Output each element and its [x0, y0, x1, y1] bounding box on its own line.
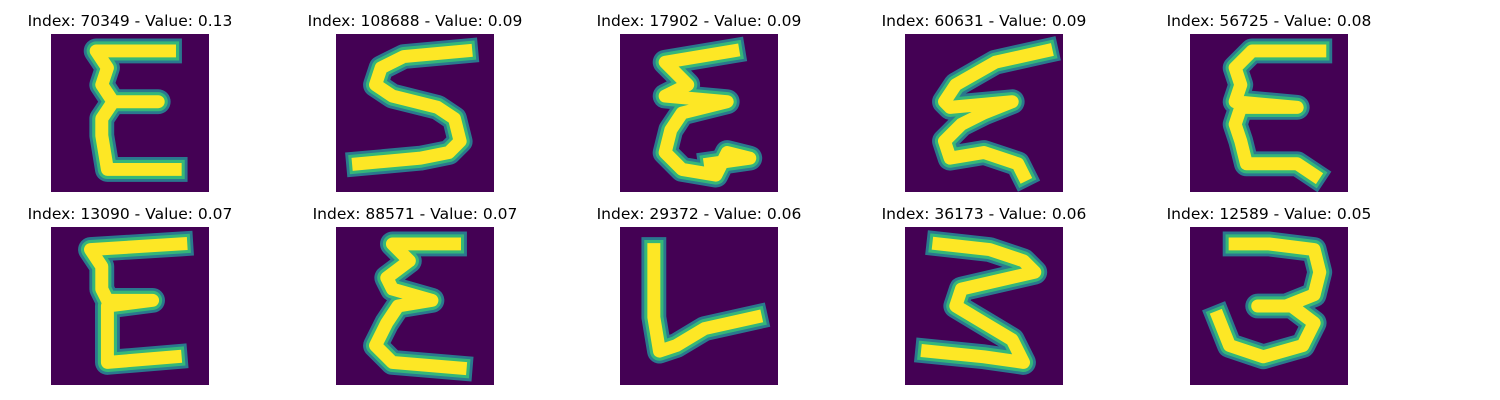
stroke-core	[369, 237, 468, 376]
glyph-image	[905, 34, 1063, 192]
stroke-core	[920, 236, 1042, 369]
stroke-core	[1228, 44, 1327, 185]
stroke-core	[1209, 237, 1327, 364]
glyph-image	[1190, 34, 1348, 192]
image-panel: Index: 17902 - Value: 0.09	[569, 10, 829, 200]
glyph-image	[336, 227, 494, 385]
glyph-image	[51, 227, 209, 385]
panel-title: Index: 60631 - Value: 0.09	[881, 12, 1087, 30]
panel-title: Index: 70349 - Value: 0.13	[27, 12, 233, 30]
stroke-core	[647, 243, 764, 358]
stroke-core	[658, 43, 757, 182]
stroke-core	[938, 43, 1054, 184]
stroke-core	[84, 237, 188, 369]
image-panel: Index: 36173 - Value: 0.06	[854, 203, 1114, 393]
image-panel: Index: 88571 - Value: 0.07	[285, 203, 545, 393]
panel-title: Index: 88571 - Value: 0.07	[312, 205, 518, 223]
glyph-image	[1190, 227, 1348, 385]
glyph-image	[51, 34, 209, 192]
panel-title: Index: 108688 - Value: 0.09	[307, 12, 523, 30]
glyph-image	[620, 34, 778, 192]
panel-title: Index: 13090 - Value: 0.07	[27, 205, 233, 223]
image-panel: Index: 13090 - Value: 0.07	[0, 203, 260, 393]
panel-title: Index: 12589 - Value: 0.05	[1166, 205, 1372, 223]
panel-title: Index: 17902 - Value: 0.09	[596, 12, 802, 30]
image-panel: Index: 60631 - Value: 0.09	[854, 10, 1114, 200]
image-panel: Index: 70349 - Value: 0.13	[0, 10, 260, 200]
glyph-image	[905, 227, 1063, 385]
stroke-core	[351, 43, 473, 171]
glyph-image	[336, 34, 494, 192]
image-panel: Index: 29372 - Value: 0.06	[569, 203, 829, 393]
image-panel: Index: 108688 - Value: 0.09	[285, 10, 545, 200]
glyph-image	[620, 227, 778, 385]
panel-title: Index: 36173 - Value: 0.06	[881, 205, 1087, 223]
image-panel: Index: 56725 - Value: 0.08	[1139, 10, 1399, 200]
image-panel: Index: 12589 - Value: 0.05	[1139, 203, 1399, 393]
stroke-core	[89, 44, 182, 176]
panel-title: Index: 29372 - Value: 0.06	[596, 205, 802, 223]
panel-title: Index: 56725 - Value: 0.08	[1166, 12, 1372, 30]
